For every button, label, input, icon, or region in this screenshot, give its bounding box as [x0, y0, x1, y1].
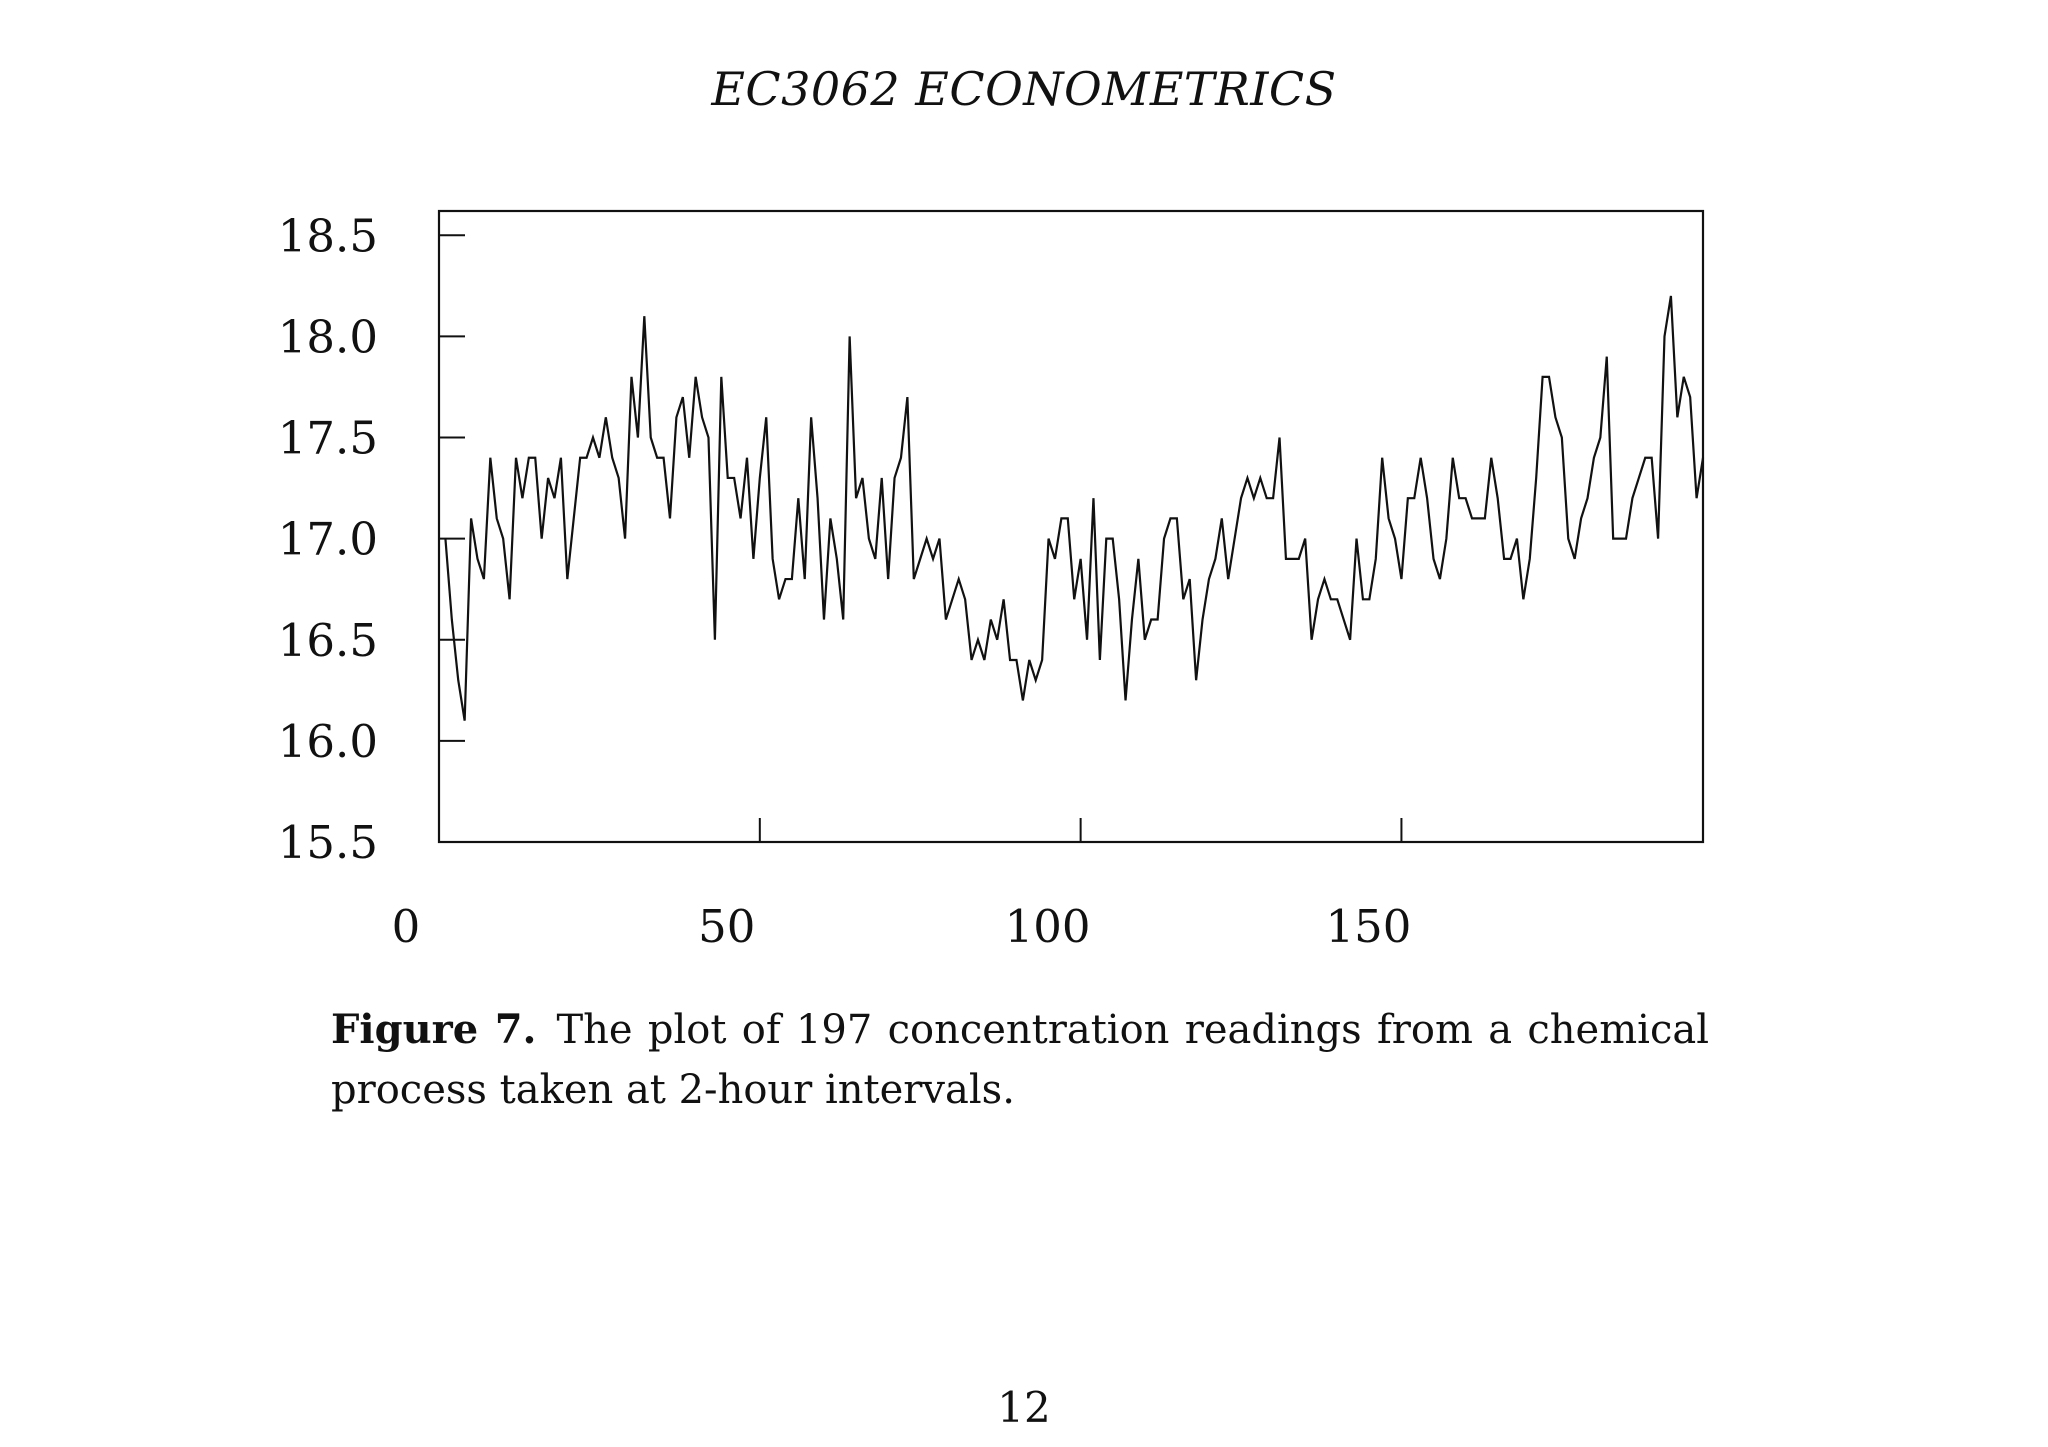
y-tick-label: 18.0	[278, 310, 378, 363]
figure-label: Figure 7.	[331, 1006, 537, 1053]
page-number: 12	[997, 1383, 1051, 1432]
plot-frame	[437, 209, 1705, 844]
caption-text: The plot of 197 concentration readings f…	[331, 1007, 1709, 1113]
series-line-concentration	[444, 295, 1705, 721]
figure-caption: Figure 7. The plot of 197 concentration r…	[331, 1000, 1709, 1120]
x-tick-label: 0	[392, 900, 421, 953]
y-tick-label: 18.5	[278, 209, 378, 262]
running-head: EC3062 ECONOMETRICS	[711, 62, 1337, 116]
y-tick-label: 17.5	[278, 412, 378, 465]
y-tick-label: 17.0	[278, 513, 378, 566]
x-axis-ticks: 0 50 100 150	[392, 818, 1411, 953]
y-axis-ticks: 15.5 16.0 16.5 17.0 17.5 18.0 18.5	[278, 209, 465, 869]
y-tick-label: 16.5	[278, 614, 378, 667]
y-tick-label: 16.0	[278, 715, 378, 768]
x-tick-label: 100	[1005, 900, 1091, 953]
x-tick-label: 50	[698, 900, 755, 953]
y-tick-label: 15.5	[278, 816, 378, 869]
x-tick-label: 150	[1325, 900, 1411, 953]
